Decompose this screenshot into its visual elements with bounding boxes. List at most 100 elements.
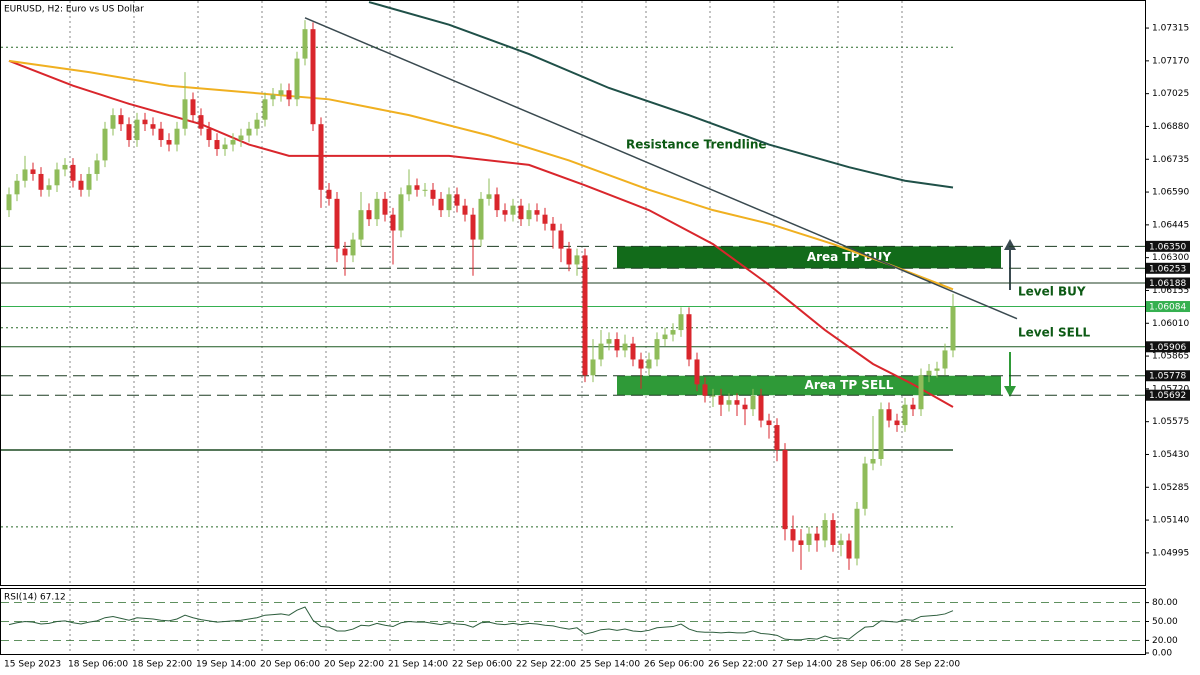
price-tag xyxy=(1146,389,1190,401)
candle-body xyxy=(510,205,516,215)
candle-body xyxy=(870,458,876,464)
candle-body xyxy=(366,210,372,220)
zone xyxy=(617,246,1001,269)
candle-body xyxy=(294,58,300,100)
candle-body xyxy=(662,334,668,340)
candle-body xyxy=(246,128,252,136)
zone-label: Area TP BUY xyxy=(807,250,892,264)
level-buy-label: Level BUY xyxy=(1018,285,1086,299)
y-tick-label: 1.05285 xyxy=(1152,483,1189,493)
candle-body xyxy=(766,420,772,426)
candle-body xyxy=(534,210,540,215)
candle-body xyxy=(566,248,572,265)
candle-body xyxy=(862,463,868,509)
price-tag xyxy=(1146,370,1190,382)
candle-body xyxy=(134,119,140,141)
candle-body xyxy=(86,173,92,190)
candle-body xyxy=(718,395,724,405)
candle-body xyxy=(622,343,628,351)
y-tick-label: 1.06590 xyxy=(1152,188,1189,198)
candle-body xyxy=(470,214,476,240)
candle-body xyxy=(142,119,148,125)
y-tick-label: 1.05140 xyxy=(1152,516,1189,526)
candle-body xyxy=(886,409,892,421)
candle-body xyxy=(166,140,172,145)
y-tick-label: 1.05720 xyxy=(1152,384,1189,394)
candle-body xyxy=(726,400,732,405)
x-tick-label: 18 Sep 06:00 xyxy=(68,660,128,670)
candle-body xyxy=(694,359,700,385)
y-tick-label: 1.06735 xyxy=(1152,155,1189,165)
x-tick-label: 21 Sep 14:00 xyxy=(388,660,448,670)
candle-body xyxy=(670,330,676,335)
candle-body xyxy=(902,404,908,426)
candle-body xyxy=(934,368,940,371)
candle-body xyxy=(918,375,924,410)
candle-body xyxy=(558,230,564,249)
candle-body xyxy=(790,529,796,541)
candle-body xyxy=(630,343,636,360)
rsi-tick-label: 80.00 xyxy=(1152,598,1178,608)
candle-body xyxy=(262,99,268,120)
candle-body xyxy=(454,194,460,206)
price-tag-label: 1.06253 xyxy=(1149,264,1186,274)
candle-body xyxy=(342,248,348,256)
candle-body xyxy=(822,520,828,541)
candle-body xyxy=(486,194,492,199)
x-tick-label: 22 Sep 22:00 xyxy=(516,660,576,670)
x-tick-label: 20 Sep 22:00 xyxy=(324,660,384,670)
x-tick-label: 19 Sep 14:00 xyxy=(196,660,256,670)
candle-body xyxy=(526,210,532,220)
y-tick-label: 1.07025 xyxy=(1152,89,1189,99)
candle-body xyxy=(406,185,412,195)
candle-body xyxy=(350,239,356,256)
candle-body xyxy=(734,400,740,405)
candle-body xyxy=(462,205,468,215)
x-tick-label: 26 Sep 22:00 xyxy=(708,660,768,670)
candle-body xyxy=(22,169,28,181)
candle-body xyxy=(750,395,756,410)
candle-body xyxy=(430,189,436,199)
y-tick-label: 1.04995 xyxy=(1152,548,1189,558)
x-tick-label: 15 Sep 2023 xyxy=(4,660,61,670)
candle-body xyxy=(270,94,276,100)
candle-body xyxy=(94,160,100,174)
price-tag-label: 1.05692 xyxy=(1149,391,1186,401)
trendline-label: Resistance Trendline xyxy=(626,138,767,152)
rsi-tick-label: 20.00 xyxy=(1152,636,1178,646)
y-tick-label: 1.06155 xyxy=(1152,286,1189,296)
candle-body xyxy=(310,29,316,125)
candle-body xyxy=(382,198,388,215)
candle-body xyxy=(14,180,20,195)
candle-body xyxy=(598,343,604,360)
candle-body xyxy=(678,314,684,331)
candle-body xyxy=(358,210,364,240)
candle-body xyxy=(942,350,948,369)
price-tag-label: 1.05906 xyxy=(1149,343,1186,353)
candle-body xyxy=(38,173,44,190)
candle-body xyxy=(758,395,764,421)
candle-body xyxy=(502,210,508,215)
x-tick-label: 20 Sep 06:00 xyxy=(260,660,320,670)
candle-body xyxy=(174,128,180,145)
candle-body xyxy=(206,128,212,141)
candle-body xyxy=(638,359,644,369)
candle-body xyxy=(806,533,812,545)
candle-body xyxy=(910,404,916,410)
price-tag xyxy=(1146,301,1190,313)
candle-body xyxy=(30,169,36,174)
candle-body xyxy=(614,339,620,351)
candle-body xyxy=(6,194,12,211)
candle-body xyxy=(110,115,116,129)
y-tick-label: 1.07315 xyxy=(1152,24,1189,34)
candle-body xyxy=(838,540,844,545)
candle-body xyxy=(222,144,228,150)
candle-body xyxy=(118,115,124,125)
candle-body xyxy=(446,194,452,211)
candle-body xyxy=(478,198,484,240)
rsi-label: RSI(14) 67.12 xyxy=(4,593,66,603)
candle-body xyxy=(238,135,244,141)
candle-body xyxy=(950,306,956,351)
candle-body xyxy=(686,314,692,360)
